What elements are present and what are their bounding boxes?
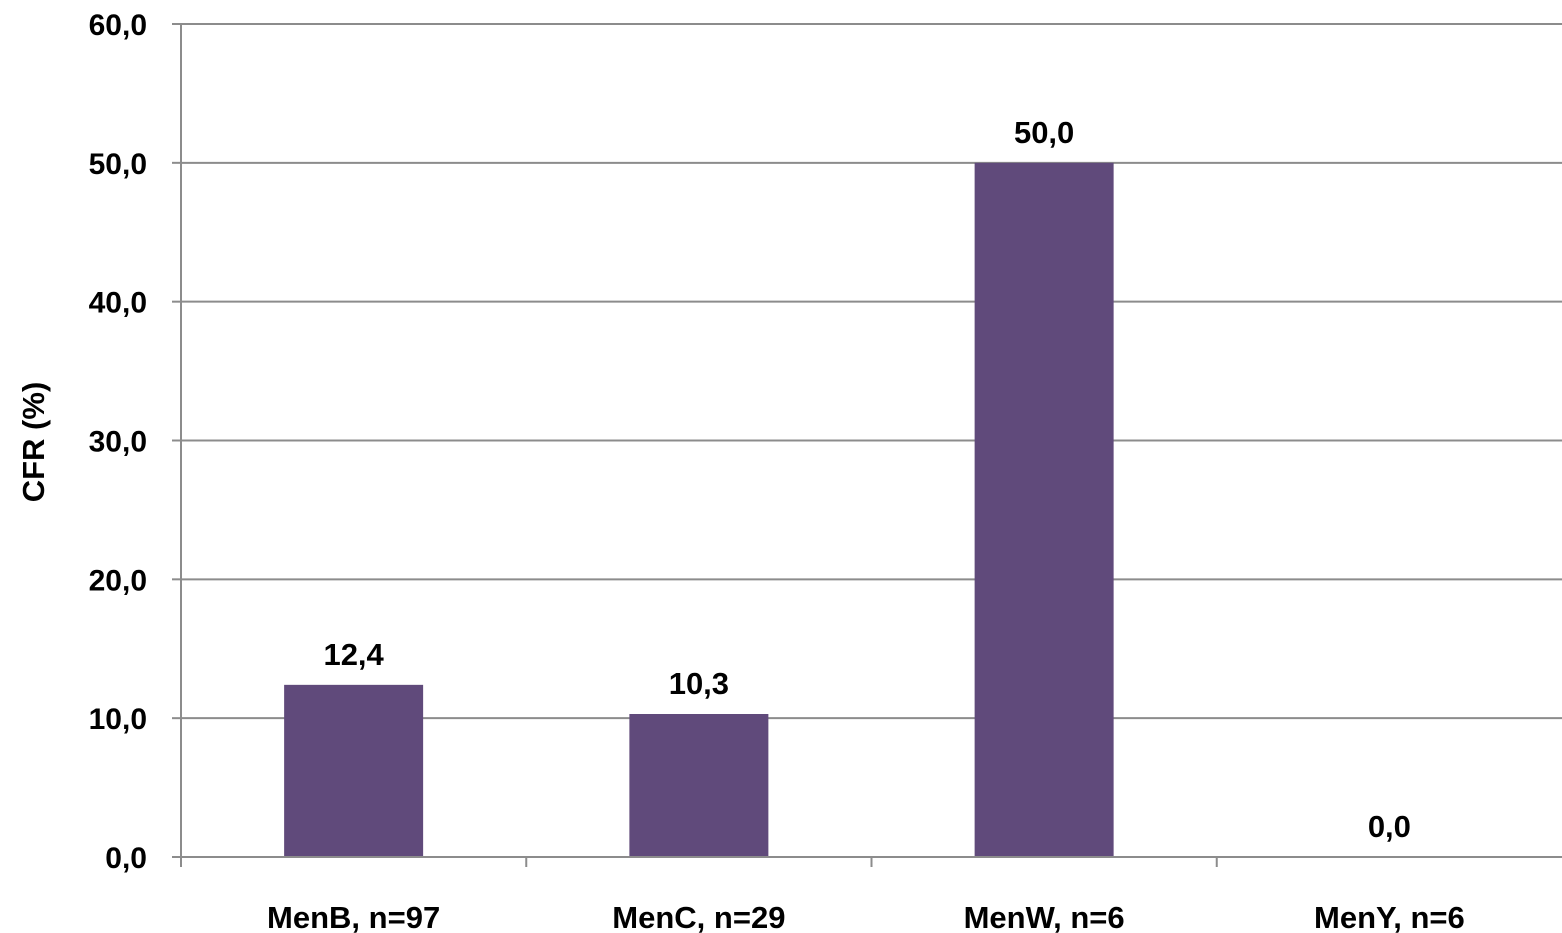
bar bbox=[974, 162, 1114, 858]
y-tick-label: 0,0 bbox=[105, 842, 147, 875]
data-label: 10,3 bbox=[669, 666, 729, 701]
data-label: 0,0 bbox=[1368, 809, 1411, 844]
category-label: MenC, n=29 bbox=[612, 900, 785, 933]
bar bbox=[284, 684, 424, 857]
y-axis-title: CFR (%) bbox=[16, 382, 51, 503]
gridlines bbox=[181, 23, 1562, 720]
category-labels: MenB, n=97 MenC, n=29 MenW, n=6 MenY, n=6 bbox=[267, 900, 1465, 933]
y-tick-labels: 0,0 10,0 20,0 30,0 40,0 50,0 60,0 bbox=[89, 9, 181, 875]
y-tick-label: 20,0 bbox=[89, 564, 147, 597]
data-labels: 12,4 10,3 50,0 0,0 bbox=[323, 115, 1410, 844]
x-tick-marks bbox=[180, 857, 1218, 867]
data-label: 50,0 bbox=[1014, 115, 1074, 150]
category-label: MenB, n=97 bbox=[267, 900, 440, 933]
y-tick-label: 30,0 bbox=[89, 426, 147, 459]
category-label: MenY, n=6 bbox=[1314, 900, 1465, 933]
bars bbox=[284, 162, 1114, 858]
y-tick-label: 50,0 bbox=[89, 148, 147, 181]
category-label: MenW, n=6 bbox=[964, 900, 1125, 933]
y-tick-label: 10,0 bbox=[89, 703, 147, 736]
y-tick-label: 40,0 bbox=[89, 287, 147, 320]
y-tick-label: 60,0 bbox=[89, 9, 147, 42]
data-label: 12,4 bbox=[323, 637, 384, 672]
bar bbox=[629, 714, 769, 857]
